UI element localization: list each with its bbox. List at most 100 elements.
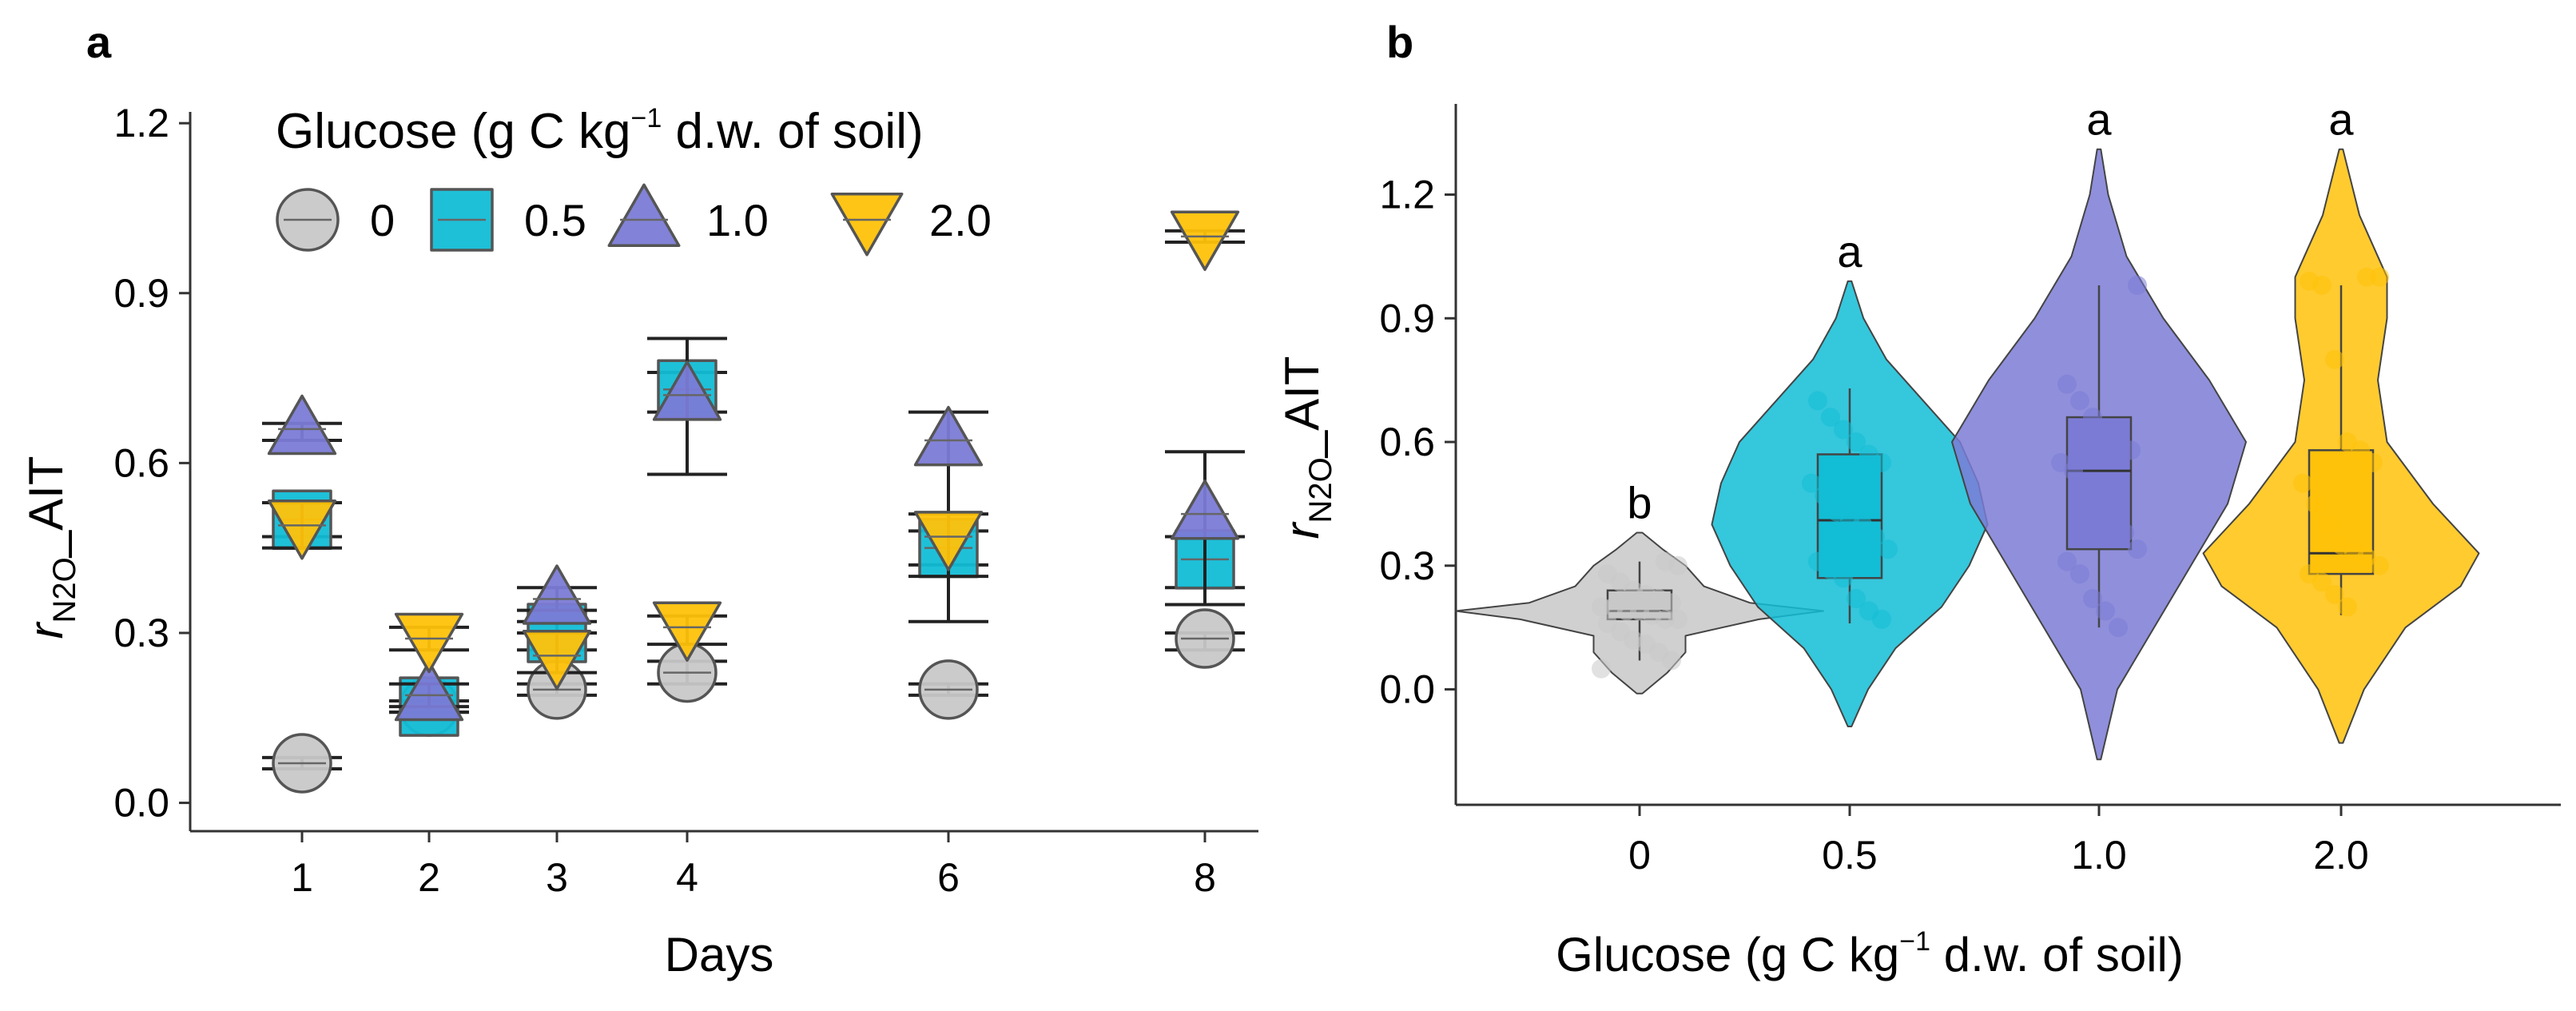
jitter-point: [2121, 440, 2141, 460]
jitter-point: [1808, 551, 1827, 571]
panel-a-ylabel: rN2O_AIT: [19, 456, 82, 639]
jitter-point: [2096, 420, 2115, 440]
data-point: [652, 360, 722, 421]
panel-b-ylabel-suffix: _AIT: [1275, 356, 1329, 459]
panel-b-y-tick-label: 0.9: [1379, 296, 1435, 340]
jitter-point: [2083, 408, 2102, 428]
jitter-point: [2077, 473, 2096, 493]
panel-b-xlabel: Glucose (g C kg−1 d.w. of soil): [1556, 926, 2184, 981]
significance-letter: b: [1627, 478, 1652, 528]
jitter-point: [2102, 506, 2121, 526]
panel-b-x-tick-label: 2.0: [2313, 833, 2369, 878]
legend-label-2: 1.0: [706, 195, 769, 245]
jitter-point: [1866, 527, 1885, 547]
legend-label-1: 0.5: [524, 195, 586, 245]
panel-a-label: a: [86, 17, 112, 67]
panel-b-ylabel-main: r: [1275, 521, 1329, 539]
data-point: [913, 405, 984, 467]
jitter-point: [2300, 271, 2319, 291]
panel-a-x-tick-label: 4: [676, 855, 698, 900]
violin-group-2-0: a: [2202, 94, 2480, 744]
jitter-point: [2325, 584, 2344, 604]
data-point: [267, 499, 337, 560]
panel-a-x-tick-label: 2: [418, 855, 440, 900]
panel-a-x-tick-label: 8: [1194, 855, 1216, 900]
legend-label-3: 2.0: [929, 195, 992, 245]
data-point: [522, 564, 592, 625]
legend-title-sup: −1: [631, 103, 662, 133]
jitter-point: [1821, 408, 1840, 428]
data-point: [394, 612, 464, 674]
significance-letter: a: [2086, 94, 2112, 145]
violin-group-1-0: a: [1951, 94, 2247, 761]
panel-b-y-tick-label: 0.0: [1379, 667, 1435, 712]
jitter-point: [2051, 452, 2070, 472]
panel-b-label: b: [1386, 17, 1413, 67]
significance-letter: a: [2328, 94, 2354, 145]
legend-label-0: 0: [370, 195, 395, 245]
data-point: [652, 601, 722, 663]
panel-a-x-tick-label: 1: [291, 855, 313, 900]
panel-a-axes: 0.0 0.3 0.6 0.9 1.2 1 2 3 4 6 8: [113, 101, 1258, 900]
jitter-point: [2089, 490, 2109, 510]
jitter-point: [2306, 494, 2325, 514]
jitter-point: [1656, 551, 1675, 571]
data-point: [913, 511, 984, 571]
series-1-0: [262, 336, 1245, 722]
jitter-point: [1847, 432, 1866, 452]
jitter-point: [2319, 515, 2338, 535]
jitter-point: [1834, 420, 1853, 440]
violin-group-0: b: [1455, 478, 1824, 695]
jitter-point: [2070, 391, 2089, 411]
panel-b-y-tick-label: 0.6: [1379, 420, 1435, 464]
panel-b-y-tick-label: 0.3: [1379, 543, 1435, 588]
panel-a-x-tick-label: 6: [937, 855, 960, 900]
panel-b-axes: 0.0 0.3 0.6 0.9 1.2 0 0.5 1.0 2.0: [1379, 104, 2561, 878]
panel-b-xlabel-sup: −1: [1899, 926, 1930, 957]
panel-a-data: [262, 210, 1245, 794]
jitter-point: [2363, 452, 2383, 472]
panel-a-y-tick-label: 1.2: [113, 101, 169, 145]
jitter-point: [1598, 614, 1617, 634]
jitter-point: [1802, 473, 1821, 493]
legend-title-post: d.w. of soil): [662, 104, 923, 159]
jitter-point: [1827, 502, 1847, 522]
panel-b-ylabel: rN2O_AIT: [1275, 356, 1338, 539]
jitter-point: [2357, 267, 2376, 287]
panel-a-y-tick-label: 0.9: [113, 271, 169, 316]
jitter-point: [2128, 275, 2147, 295]
jitter-point: [2338, 597, 2357, 617]
jitter-point: [2057, 551, 2077, 571]
jitter-point: [2325, 349, 2344, 369]
series-0-5: [262, 359, 1245, 737]
panel-b-x-tick-label: 0: [1628, 833, 1651, 878]
jitter-point: [1592, 597, 1611, 617]
jitter-point: [2115, 523, 2134, 543]
jitter-point: [1859, 444, 1878, 464]
panel-a-y-tick-label: 0.6: [113, 440, 169, 485]
jitter-point: [1847, 589, 1866, 609]
data-point: [522, 629, 592, 691]
panel-a-ylabel-sub: N2O: [47, 557, 82, 623]
jitter-point: [2083, 589, 2102, 609]
series-2-0: [262, 210, 1245, 691]
significance-letter: a: [1837, 226, 1862, 277]
data-point: [267, 394, 337, 456]
panel-b-xlabel-pre: Glucose (g C kg: [1556, 928, 1899, 981]
jitter-point: [2057, 374, 2077, 394]
jitter-point: [1815, 486, 1834, 506]
jitter-point: [1859, 601, 1878, 621]
panel-b-data: b a a a: [1455, 94, 2480, 761]
panel-b-x-tick-label: 0.5: [1822, 833, 1878, 878]
jitter-point: [2096, 601, 2115, 621]
jitter-point: [2293, 473, 2312, 493]
series-0: [262, 608, 1245, 794]
panel-a-x-tick-label: 3: [546, 855, 568, 900]
panel-a-xlabel: Days: [665, 928, 774, 981]
jitter-point: [2128, 539, 2147, 559]
panel-a-ylabel-main: r: [19, 621, 73, 639]
panel-a-ylabel-suffix: _AIT: [19, 456, 73, 559]
panel-b-xlabel-post: d.w. of soil): [1930, 928, 2184, 981]
jitter-point: [1878, 539, 1898, 559]
